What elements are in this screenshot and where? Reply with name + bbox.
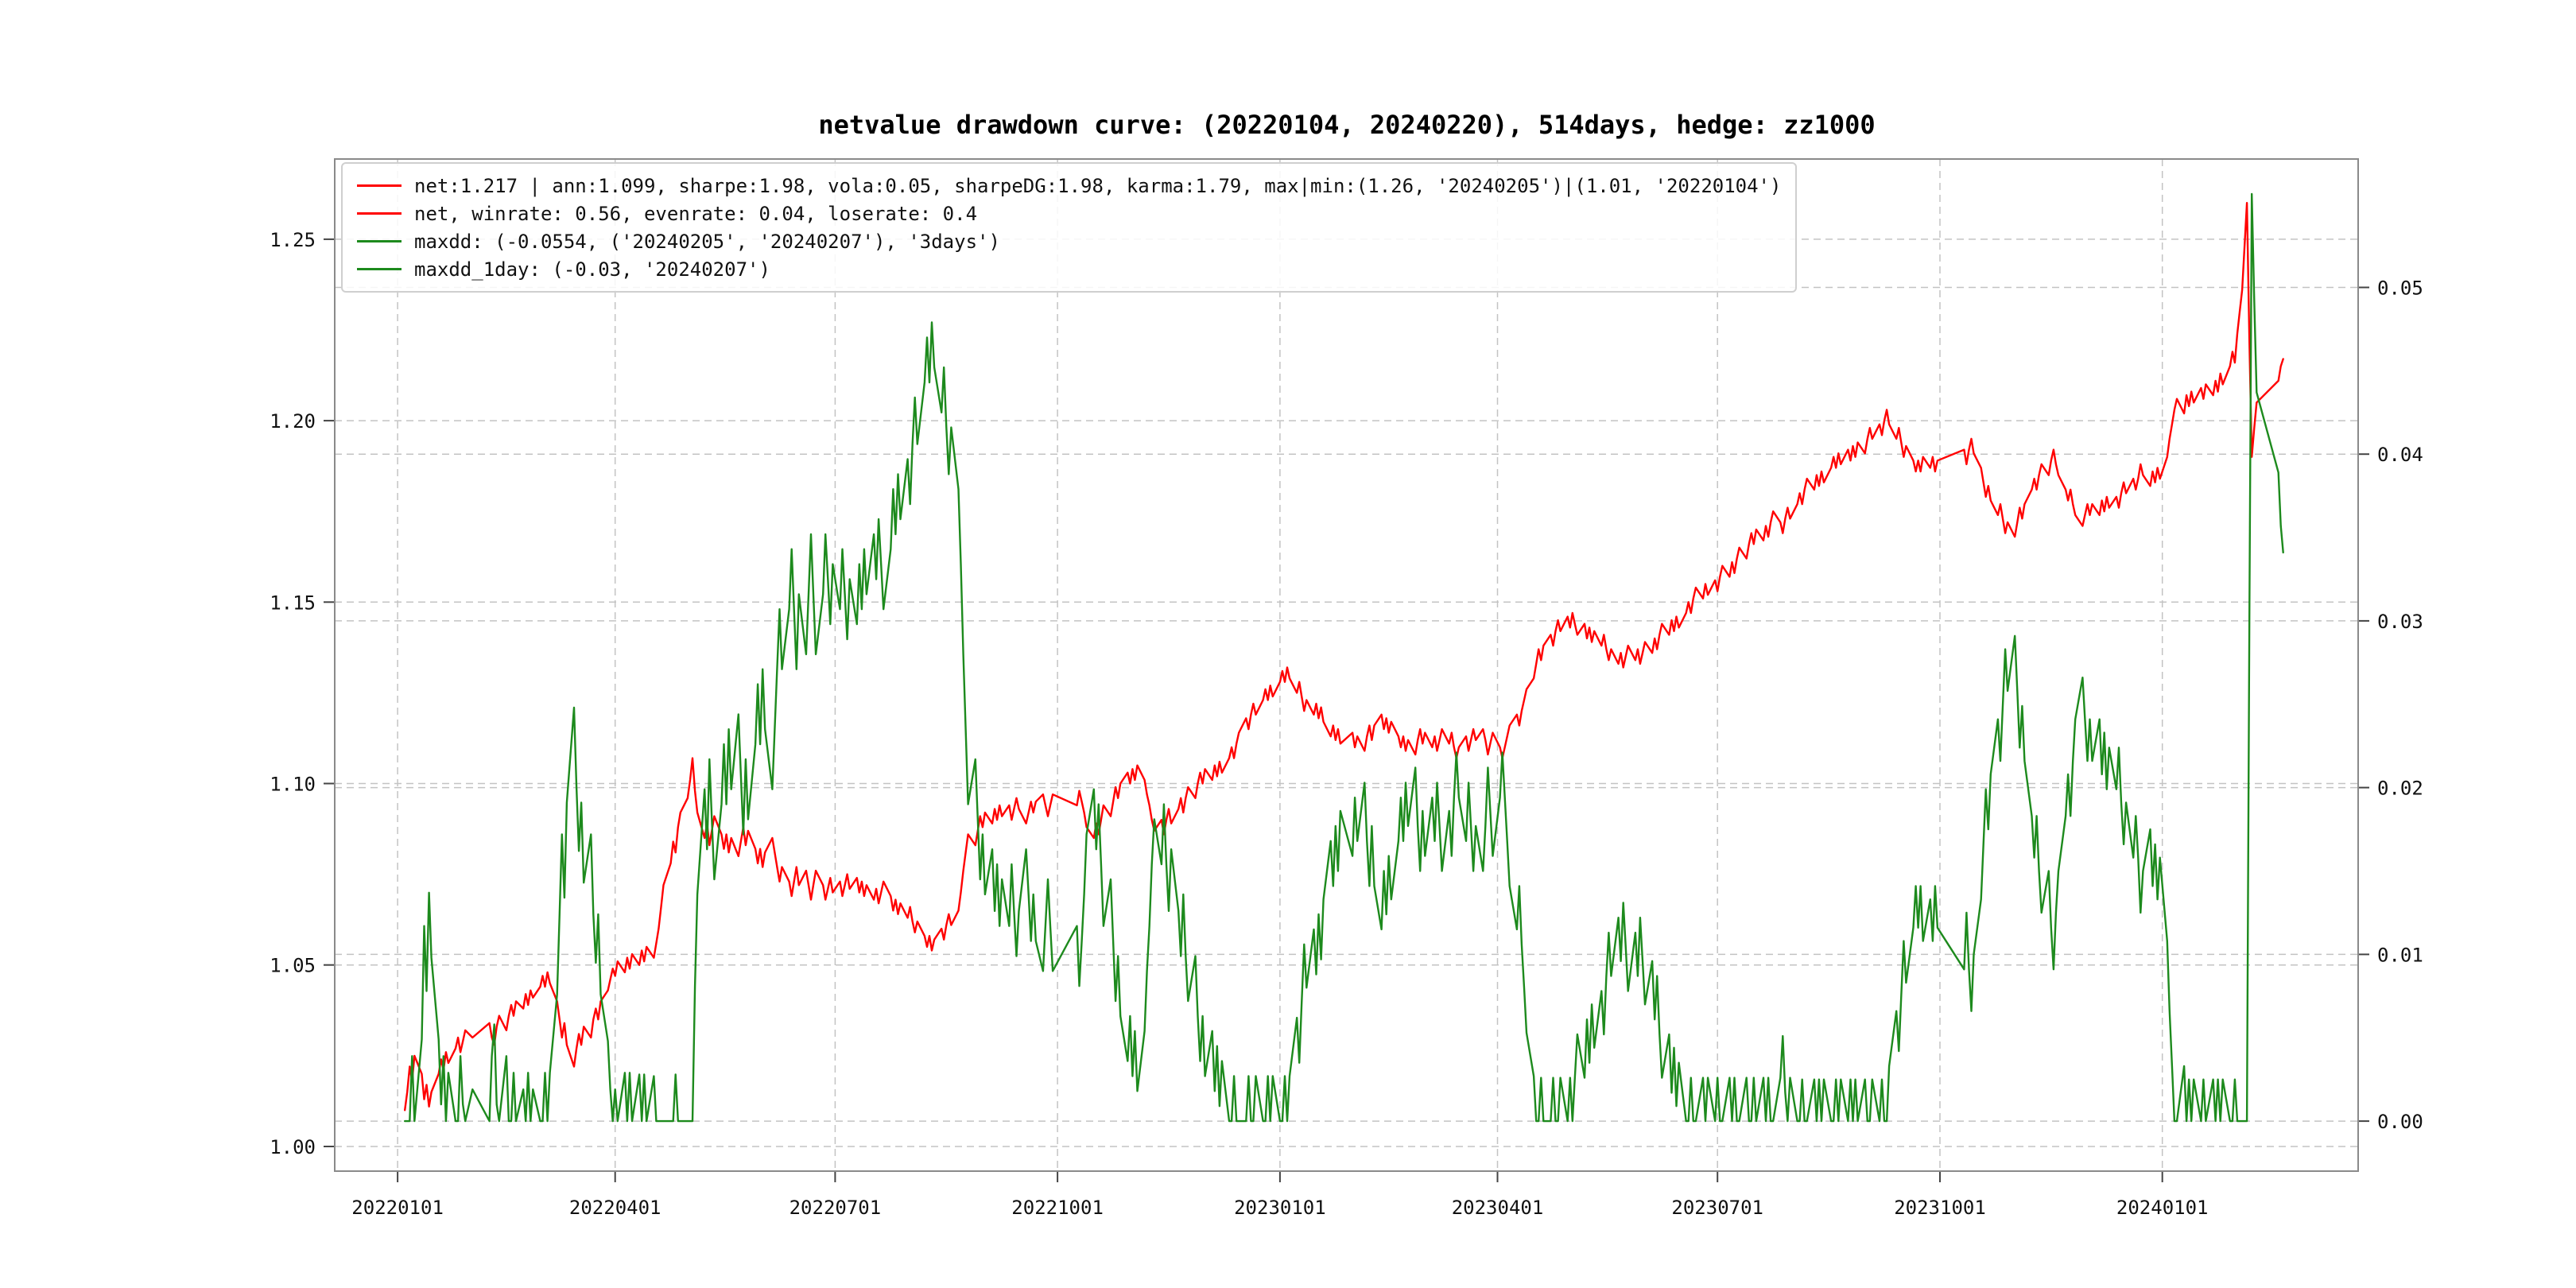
left-tick-label: 1.20 <box>270 410 316 433</box>
legend-item: net, winrate: 0.56, evenrate: 0.04, lose… <box>357 200 1781 227</box>
right-tick-label: 0.02 <box>2377 778 2423 800</box>
x-tick-label: 20231001 <box>1894 1197 1986 1219</box>
tick-label-layer: 20220101 20220401 20220701 20221001 20230101… <box>270 229 2423 1219</box>
plot-border <box>334 158 2359 1172</box>
left-tick-label: 1.15 <box>270 592 316 614</box>
x-tick-label: 20221001 <box>1011 1197 1104 1219</box>
left-tick-label: 1.05 <box>270 955 316 977</box>
x-tick-label: 20230401 <box>1452 1197 1544 1219</box>
right-tick-label: 0.00 <box>2377 1111 2423 1133</box>
left-tick-label: 1.10 <box>270 774 316 796</box>
legend-item: maxdd: (-0.0554, ('20240205', '20240207'… <box>357 227 1781 255</box>
chart-title: netvalue drawdown curve: (20220104, 2024… <box>818 110 1876 140</box>
right-tick-label: 0.04 <box>2377 444 2423 466</box>
legend-line-swatch <box>357 212 402 215</box>
right-tick-label: 0.01 <box>2377 944 2423 966</box>
left-tick-label: 1.25 <box>270 229 316 251</box>
x-tick-label: 20220701 <box>789 1197 882 1219</box>
plot-border-overlay <box>334 158 2359 1172</box>
legend-box: net:1.217 | ann:1.099, sharpe:1.98, vola… <box>341 162 1798 293</box>
x-tick-label: 20230101 <box>1234 1197 1326 1219</box>
x-tick-label: 20240101 <box>2116 1197 2209 1219</box>
legend-item: net:1.217 | ann:1.099, sharpe:1.98, vola… <box>357 172 1781 200</box>
legend-line-swatch <box>357 268 402 270</box>
x-tick-label: 20220401 <box>569 1197 661 1219</box>
drawdown-line <box>404 192 2284 1123</box>
legend-line-swatch <box>357 240 402 242</box>
legend-label: maxdd_1day: (-0.03, '20240207') <box>414 258 770 281</box>
legend-label: net:1.217 | ann:1.099, sharpe:1.98, vola… <box>414 174 1782 197</box>
left-tick-label: 1.00 <box>270 1136 316 1158</box>
legend-label: net, winrate: 0.56, evenrate: 0.04, lose… <box>414 202 978 225</box>
legend-item: maxdd_1day: (-0.03, '20240207') <box>357 255 1781 283</box>
legend-line-swatch <box>357 184 402 187</box>
legend-label: maxdd: (-0.0554, ('20240205', '20240207'… <box>414 230 1000 253</box>
tick-layer <box>324 238 2369 1182</box>
x-tick-label: 20220101 <box>351 1197 444 1219</box>
x-tick-label: 20230701 <box>1671 1197 1763 1219</box>
right-tick-label: 0.03 <box>2377 611 2423 633</box>
net-line <box>404 201 2284 1111</box>
right-tick-label: 0.05 <box>2377 277 2423 300</box>
